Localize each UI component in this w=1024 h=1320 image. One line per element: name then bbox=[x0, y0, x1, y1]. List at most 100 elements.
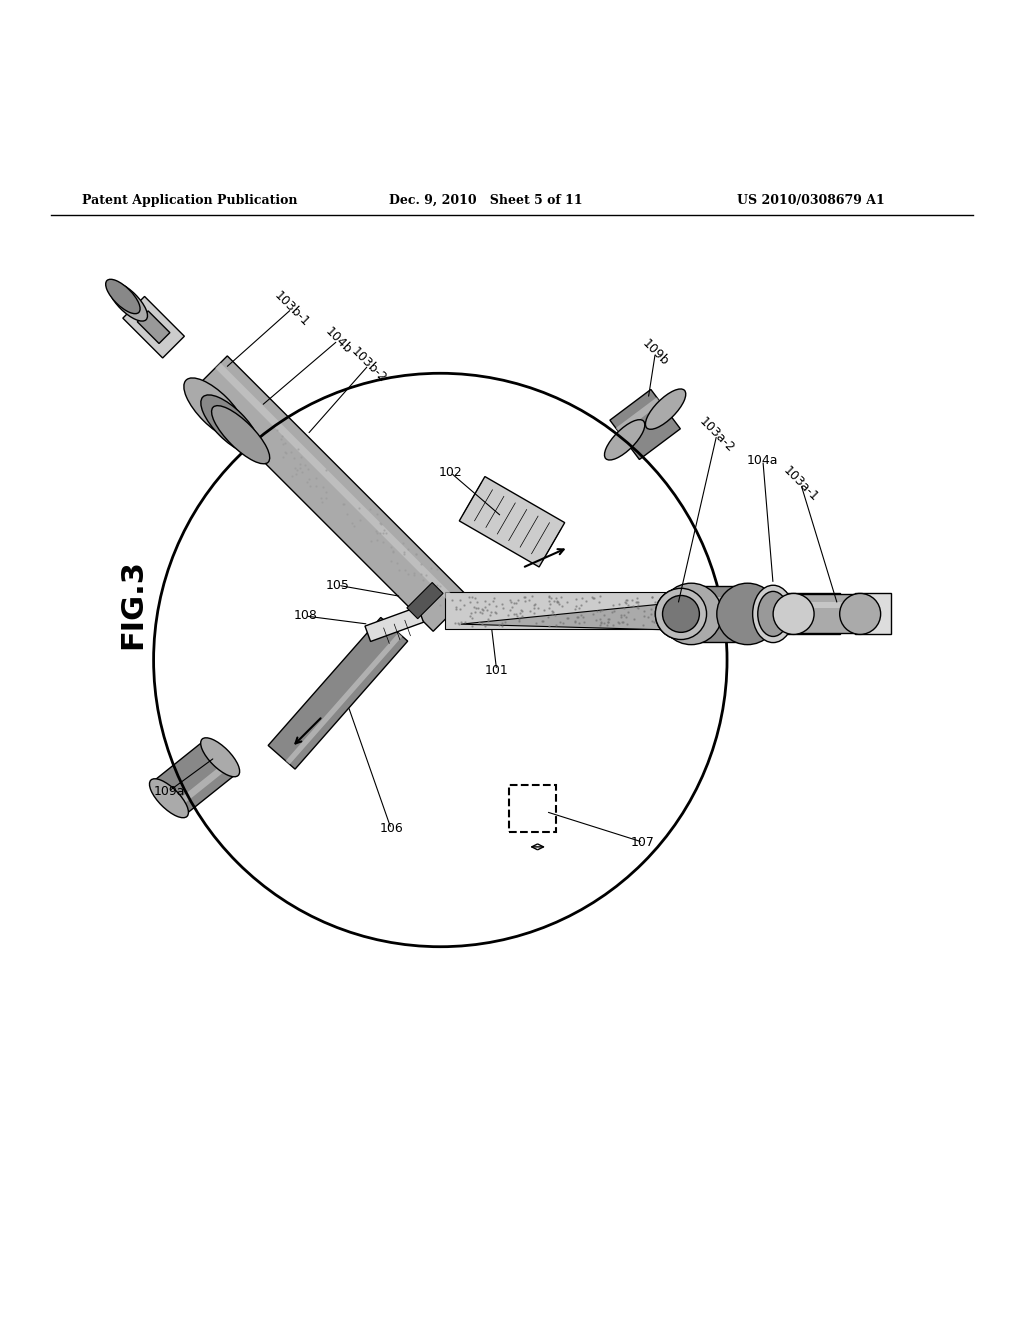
Point bbox=[451, 612, 467, 634]
Point bbox=[636, 601, 652, 622]
Point bbox=[578, 590, 594, 611]
Point bbox=[599, 611, 615, 632]
Point bbox=[418, 565, 434, 586]
Point bbox=[592, 601, 608, 622]
Point bbox=[343, 512, 359, 533]
Ellipse shape bbox=[645, 389, 686, 429]
Text: 108: 108 bbox=[293, 610, 317, 623]
Point bbox=[416, 570, 432, 591]
Point bbox=[447, 597, 464, 618]
Point bbox=[313, 491, 330, 512]
Point bbox=[287, 457, 303, 478]
Point bbox=[570, 612, 587, 634]
Point bbox=[555, 612, 571, 634]
Point bbox=[294, 462, 310, 483]
Point bbox=[399, 539, 416, 560]
Text: 107: 107 bbox=[631, 836, 655, 849]
Text: Patent Application Publication: Patent Application Publication bbox=[82, 194, 297, 207]
Polygon shape bbox=[460, 477, 564, 568]
Ellipse shape bbox=[655, 589, 707, 639]
Text: Dec. 9, 2010   Sheet 5 of 11: Dec. 9, 2010 Sheet 5 of 11 bbox=[389, 194, 583, 207]
Point bbox=[275, 433, 292, 454]
Point bbox=[620, 602, 636, 623]
Point bbox=[372, 512, 388, 533]
Point bbox=[644, 610, 660, 631]
Point bbox=[528, 612, 545, 634]
Point bbox=[452, 590, 468, 611]
Point bbox=[375, 532, 391, 553]
Point bbox=[596, 605, 612, 626]
Polygon shape bbox=[123, 297, 184, 358]
Point bbox=[649, 612, 666, 634]
Point bbox=[468, 598, 484, 619]
Ellipse shape bbox=[150, 779, 188, 817]
Text: 109a: 109a bbox=[154, 784, 184, 797]
Point bbox=[477, 590, 494, 611]
Point bbox=[535, 610, 551, 631]
Text: 103a-2: 103a-2 bbox=[696, 414, 737, 455]
Point bbox=[522, 601, 539, 622]
Point bbox=[567, 611, 584, 632]
Polygon shape bbox=[137, 312, 170, 343]
Point bbox=[274, 446, 291, 467]
Point bbox=[514, 601, 530, 622]
Point bbox=[542, 586, 558, 607]
Point bbox=[284, 466, 300, 487]
Point bbox=[610, 612, 627, 634]
Ellipse shape bbox=[773, 594, 814, 635]
Point bbox=[464, 586, 480, 607]
Point bbox=[663, 609, 679, 630]
Point bbox=[599, 614, 615, 635]
Point bbox=[429, 558, 445, 579]
Point bbox=[571, 598, 588, 619]
Point bbox=[456, 595, 472, 616]
Point bbox=[517, 591, 534, 612]
Point bbox=[375, 523, 391, 544]
Point bbox=[643, 603, 659, 624]
Point bbox=[464, 615, 480, 636]
Point bbox=[481, 593, 498, 614]
Ellipse shape bbox=[604, 420, 645, 459]
Point bbox=[585, 587, 601, 609]
Point bbox=[351, 510, 368, 531]
Point bbox=[510, 590, 526, 611]
Point bbox=[629, 597, 645, 618]
Point bbox=[600, 609, 616, 630]
Point bbox=[569, 606, 586, 627]
Point bbox=[420, 583, 436, 605]
Point bbox=[558, 607, 574, 628]
Point bbox=[471, 612, 487, 634]
Point bbox=[390, 560, 407, 581]
Point bbox=[461, 587, 477, 609]
Point bbox=[553, 586, 569, 607]
Point bbox=[541, 587, 557, 609]
Point bbox=[362, 499, 379, 520]
Point bbox=[646, 611, 663, 632]
Polygon shape bbox=[193, 356, 468, 631]
Ellipse shape bbox=[201, 395, 260, 454]
Point bbox=[568, 589, 585, 610]
Point bbox=[464, 607, 480, 628]
Ellipse shape bbox=[109, 282, 147, 321]
Point bbox=[613, 611, 630, 632]
Point bbox=[616, 591, 633, 612]
Point bbox=[470, 598, 486, 619]
Point bbox=[289, 459, 305, 480]
Point bbox=[307, 475, 324, 496]
Point bbox=[610, 611, 627, 632]
Point bbox=[293, 446, 309, 467]
Point bbox=[635, 606, 651, 627]
Point bbox=[283, 442, 299, 463]
Polygon shape bbox=[461, 595, 758, 632]
Point bbox=[617, 607, 634, 628]
Point bbox=[511, 609, 527, 630]
Point bbox=[376, 520, 392, 541]
Point bbox=[503, 591, 519, 612]
Point bbox=[500, 605, 516, 626]
Point bbox=[338, 503, 354, 524]
Point bbox=[453, 611, 469, 632]
Point bbox=[574, 587, 591, 609]
Point bbox=[453, 598, 469, 619]
Point bbox=[368, 520, 384, 541]
Polygon shape bbox=[855, 594, 891, 635]
